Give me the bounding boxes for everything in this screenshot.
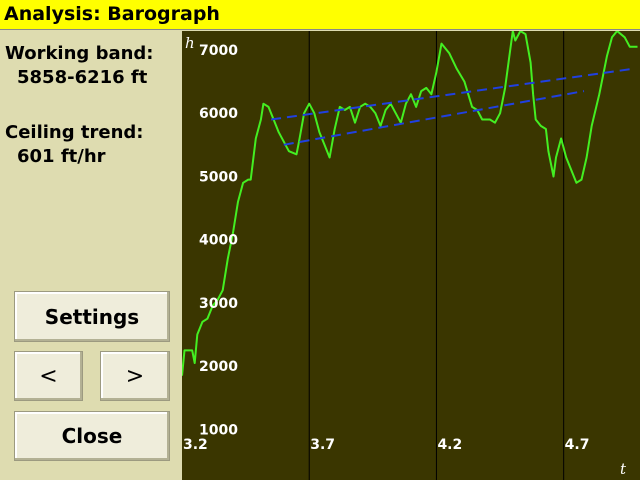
x-axis-label: t bbox=[620, 460, 627, 478]
settings-button[interactable]: Settings bbox=[14, 291, 170, 342]
x-tick-label: 4.2 bbox=[437, 437, 462, 453]
y-axis-label: h bbox=[185, 34, 195, 52]
next-button[interactable]: > bbox=[100, 351, 170, 401]
ceiling-trend-value: 601 ft/hr bbox=[17, 146, 106, 167]
working-band-value: 5858-6216 ft bbox=[17, 67, 148, 88]
previous-button[interactable]: < bbox=[14, 351, 83, 401]
x-tick-label: 3.2 bbox=[183, 437, 208, 453]
y-tick-label: 5000 bbox=[199, 169, 238, 185]
title-bar: Analysis: Barograph bbox=[0, 0, 640, 30]
y-tick-label: 3000 bbox=[199, 296, 238, 312]
x-tick-label: 4.7 bbox=[565, 437, 590, 453]
window-title: Analysis: Barograph bbox=[4, 3, 220, 25]
trend-line bbox=[270, 67, 633, 121]
ceiling-trend-label: Ceiling trend: bbox=[5, 122, 144, 143]
altitude-line bbox=[182, 31, 638, 376]
ceiling-trend-info: Ceiling trend: 601 ft/hr bbox=[5, 121, 143, 169]
x-tick-label: 3.7 bbox=[310, 437, 335, 453]
trend-line bbox=[283, 90, 585, 146]
barograph-svg: 1000 2000 3000 4000 5000 6000 7000 3.2 3.7 4.2 4.7… bbox=[182, 31, 638, 480]
y-tick-label: 6000 bbox=[199, 106, 238, 122]
close-button[interactable]: Close bbox=[14, 411, 170, 461]
barograph-chart: 1000 2000 3000 4000 5000 6000 7000 3.2 3.7 4.2 4.7… bbox=[182, 31, 640, 480]
y-tick-label: 4000 bbox=[199, 233, 238, 249]
working-band-info: Working band: 5858-6216 ft bbox=[5, 42, 154, 90]
y-tick-label: 7000 bbox=[199, 43, 238, 59]
working-band-label: Working band: bbox=[5, 43, 154, 64]
y-tick-label: 1000 bbox=[199, 422, 238, 438]
y-tick-label: 2000 bbox=[199, 359, 238, 375]
